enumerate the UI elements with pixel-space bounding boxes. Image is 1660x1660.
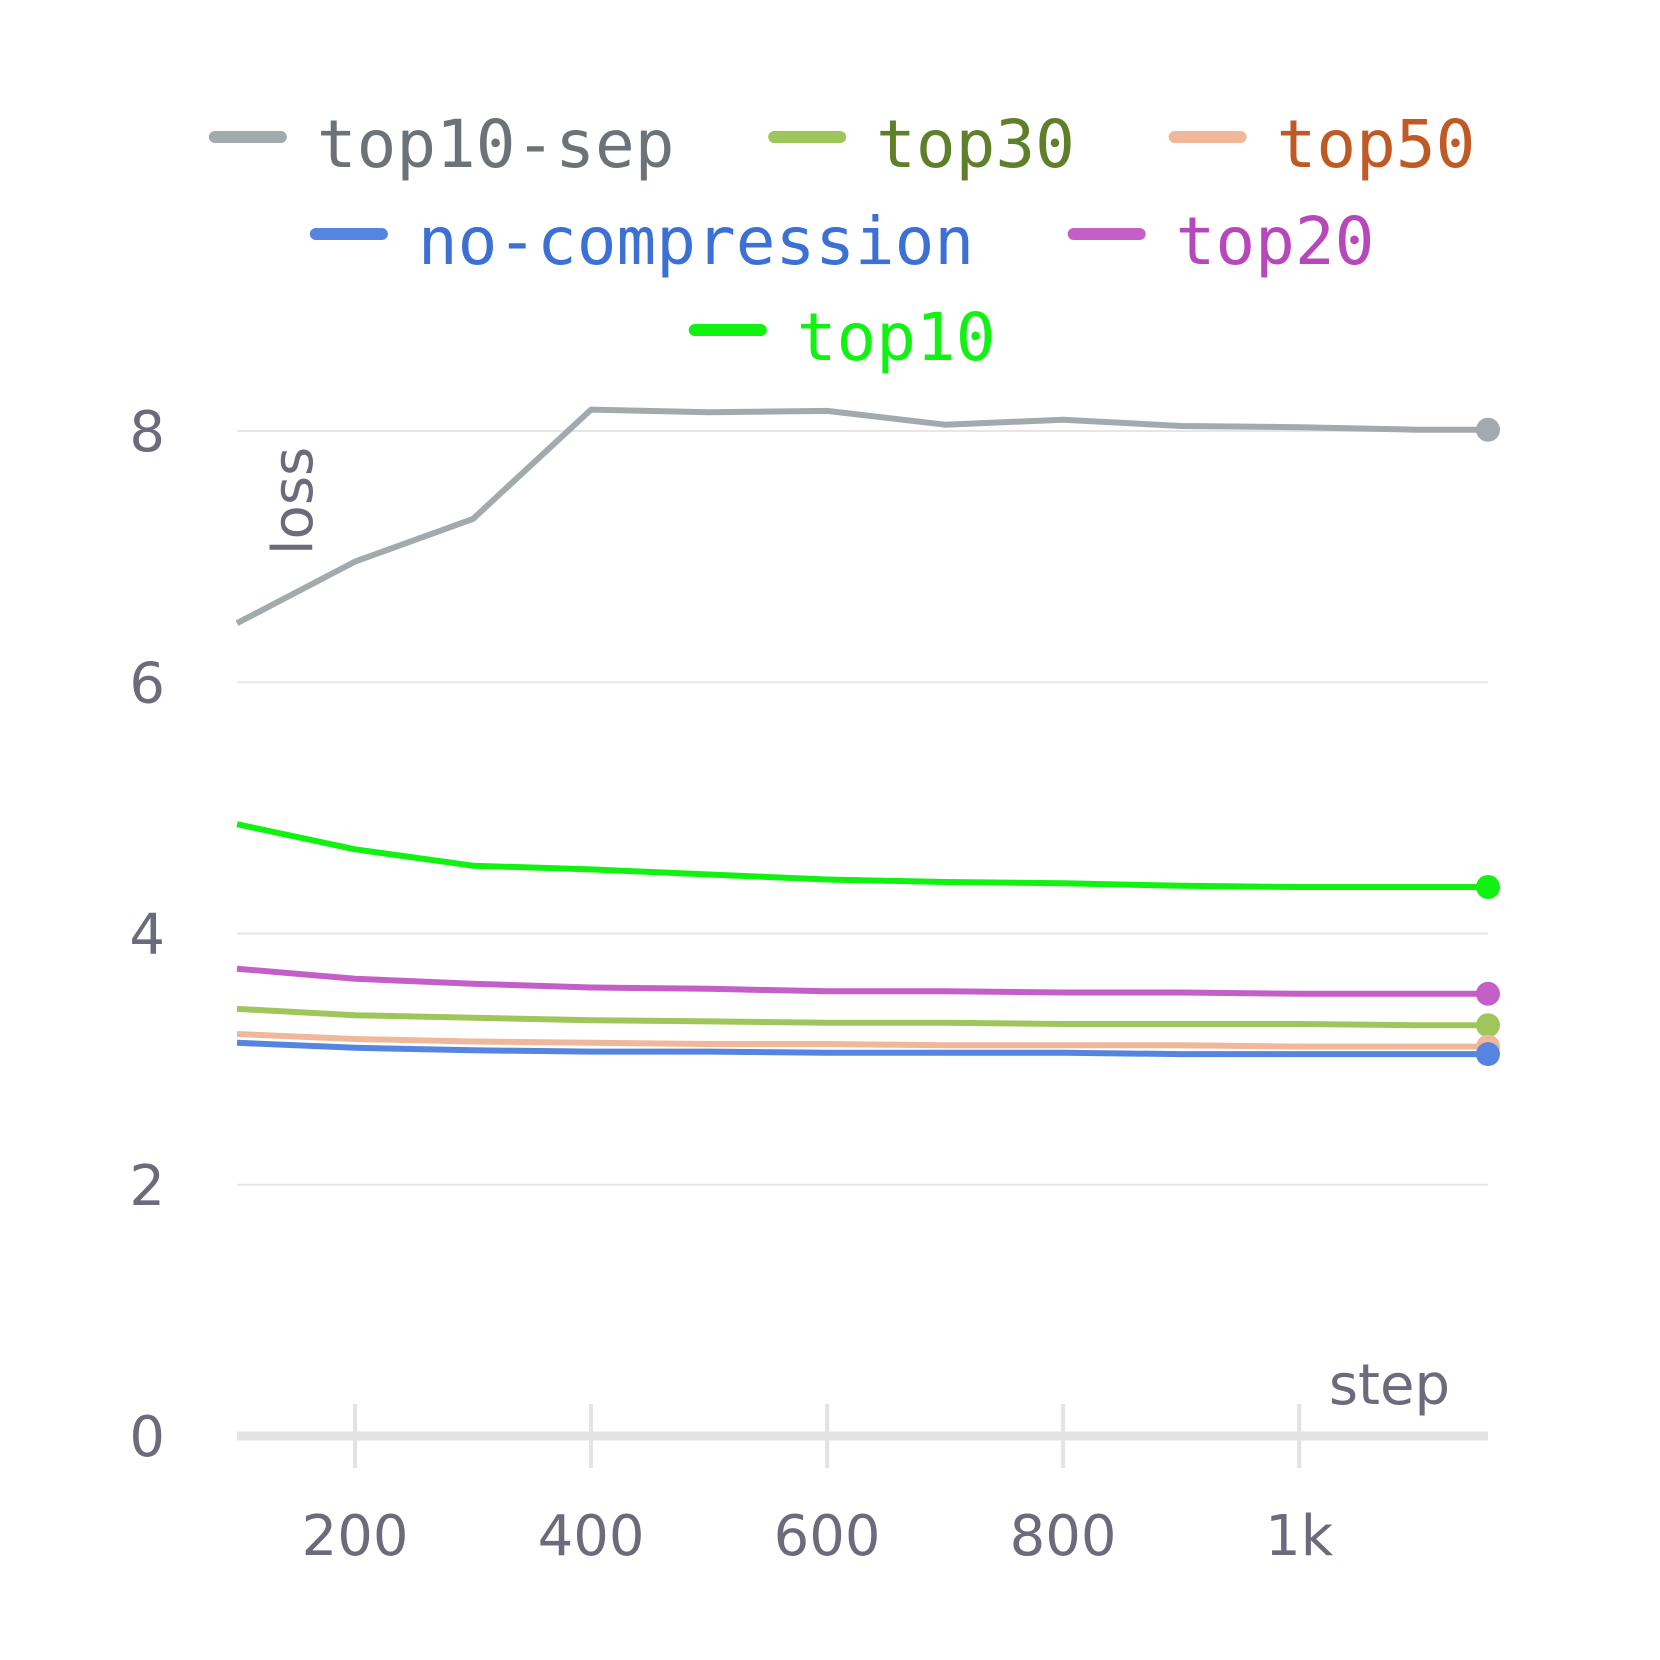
x-axis: 200 400 600 800 1k	[237, 1404, 1488, 1569]
legend: top10-sep top30 top50 no-compression top20 to…	[208, 106, 1476, 376]
series-endpoint-top30	[1476, 1013, 1500, 1038]
y-tick-label-4: 4	[129, 903, 165, 968]
y-axis-title: loss	[261, 447, 326, 555]
y-tick-label-8: 8	[129, 400, 165, 465]
gridlines	[237, 430, 1488, 1186]
legend-label-top20: top20	[1176, 203, 1375, 280]
series-line-top10-sep	[235, 406, 1488, 626]
series-endpoint-top10	[1476, 875, 1500, 900]
y-axis-ticks: 0 2 4 6 8	[129, 400, 165, 1470]
legend-label-top10-sep: top10-sep	[317, 106, 675, 183]
series-endpoint-top20	[1476, 981, 1500, 1006]
series-line-top20	[236, 965, 1488, 997]
series-endpoint-top10-sep	[1476, 417, 1500, 442]
x-tick-label-800: 800	[1010, 1504, 1117, 1569]
x-tick-label-1k: 1k	[1265, 1504, 1334, 1569]
series-lines	[235, 406, 1500, 1067]
legend-label-top30: top30	[876, 106, 1075, 183]
legend-label-no-compression: no-compression	[418, 203, 974, 280]
series-line-top30	[236, 1005, 1488, 1029]
series-line-top50	[236, 1031, 1488, 1050]
x-tick-label-600: 600	[774, 1504, 881, 1569]
y-tick-label-6: 6	[129, 651, 165, 716]
series-line-top10	[236, 821, 1488, 890]
y-tick-label-2: 2	[129, 1154, 165, 1219]
x-axis-title: step	[1329, 1353, 1450, 1418]
x-tick-label-200: 200	[302, 1504, 409, 1569]
series-endpoint-no-compression	[1476, 1042, 1500, 1067]
x-tick-label-400: 400	[538, 1504, 645, 1569]
y-tick-label-0: 0	[129, 1405, 165, 1470]
series-line-no-compression	[236, 1039, 1488, 1058]
legend-label-top50: top50	[1277, 106, 1476, 183]
legend-label-top10: top10	[797, 299, 996, 376]
